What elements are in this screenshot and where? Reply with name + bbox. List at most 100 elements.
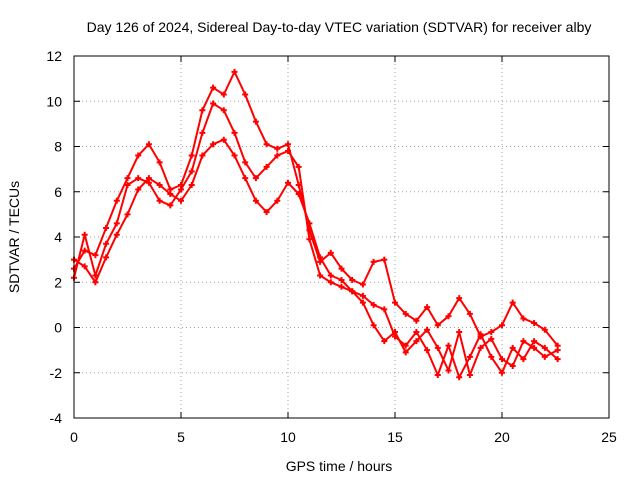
data-point: [541, 353, 548, 360]
data-point: [541, 326, 548, 333]
data-point: [178, 186, 184, 193]
axis-ticks: 0 5 10 15 20 25 -4 -2 0 2 4 6 8 10 12: [46, 48, 617, 445]
data-point: [274, 152, 281, 159]
data-point: [349, 288, 356, 295]
data-point: [231, 129, 238, 136]
y-tick-label: 8: [54, 139, 62, 155]
data-point: [274, 145, 281, 152]
data-point: [531, 344, 538, 351]
data-point: [220, 136, 227, 143]
x-tick-label: 25: [601, 429, 617, 445]
data-point: [370, 301, 377, 308]
y-tick-label: 12: [46, 48, 62, 64]
data-point: [113, 197, 120, 204]
data-point: [392, 329, 398, 336]
y-tick-label: 2: [54, 274, 62, 290]
data-point: [359, 281, 366, 288]
data-point: [509, 344, 516, 351]
x-tick-label: 0: [70, 429, 78, 445]
data-point: [434, 344, 441, 351]
data-point: [317, 254, 324, 261]
data-point: [252, 175, 259, 182]
plot-frame: [73, 55, 610, 419]
data-point: [317, 272, 324, 279]
data-point: [199, 152, 206, 159]
data-point: [541, 344, 548, 351]
data-point: [103, 224, 110, 231]
data-point: [456, 374, 463, 381]
series-track-b: [73, 102, 559, 379]
data-point: [274, 197, 281, 204]
data-point: [499, 369, 505, 376]
y-tick-label: 0: [54, 320, 62, 336]
data-point: [381, 338, 388, 345]
data-point: [531, 319, 538, 326]
data-point: [220, 107, 227, 114]
data-point: [413, 317, 420, 324]
data-point: [231, 152, 238, 159]
data-point: [402, 349, 409, 356]
data-point: [402, 310, 409, 317]
x-tick-label: 10: [280, 429, 296, 445]
x-axis-label: GPS time / hours: [286, 458, 393, 474]
data-point: [381, 306, 388, 313]
data-point: [92, 252, 99, 259]
data-point: [210, 141, 217, 148]
data-point: [242, 175, 249, 182]
chart-title: Day 126 of 2024, Sidereal Day-to-day VTE…: [87, 19, 592, 35]
data-point: [349, 276, 356, 283]
data-point: [445, 342, 452, 349]
x-tick-label: 20: [494, 429, 510, 445]
data-traces: [71, 68, 561, 381]
data-point: [263, 163, 270, 170]
y-axis-label: SDTVAR / TECUs: [6, 181, 22, 293]
series-track-a: [73, 70, 559, 347]
data-point: [520, 315, 527, 322]
data-point: [199, 107, 206, 114]
data-point: [231, 68, 238, 75]
data-point: [424, 347, 431, 354]
data-point: [413, 329, 420, 336]
data-point: [554, 347, 561, 354]
data-point: [113, 231, 120, 238]
data-point: [338, 265, 345, 272]
data-point: [124, 175, 131, 182]
data-point: [402, 342, 409, 349]
data-point: [135, 152, 142, 159]
data-point: [178, 197, 184, 204]
data-point: [285, 179, 291, 186]
x-tick-label: 15: [387, 429, 403, 445]
data-point: [252, 118, 259, 125]
y-tick-label: -2: [50, 365, 63, 381]
series-track-c: [73, 138, 559, 376]
data-point: [285, 141, 291, 148]
data-point: [499, 356, 505, 363]
data-point: [199, 129, 206, 136]
data-point: [359, 292, 366, 299]
data-point: [359, 299, 366, 306]
data-point: [210, 84, 217, 91]
data-point: [477, 344, 484, 351]
data-point: [488, 335, 495, 342]
data-point: [156, 197, 163, 204]
data-point: [285, 148, 291, 155]
data-point: [338, 276, 345, 283]
data-point: [252, 197, 259, 204]
data-point: [445, 367, 452, 374]
grid-lines: [74, 56, 609, 418]
data-point: [81, 231, 88, 238]
data-point: [263, 209, 270, 216]
data-point: [103, 254, 110, 261]
data-point: [424, 304, 431, 311]
data-point: [124, 211, 131, 218]
data-point: [499, 322, 505, 329]
data-point: [306, 236, 313, 243]
y-tick-label: 6: [54, 184, 62, 200]
data-point: [306, 220, 313, 227]
data-point: [327, 279, 334, 286]
data-point: [370, 322, 377, 329]
x-tick-label: 5: [177, 429, 185, 445]
data-point: [531, 338, 538, 345]
data-point: [295, 191, 302, 198]
